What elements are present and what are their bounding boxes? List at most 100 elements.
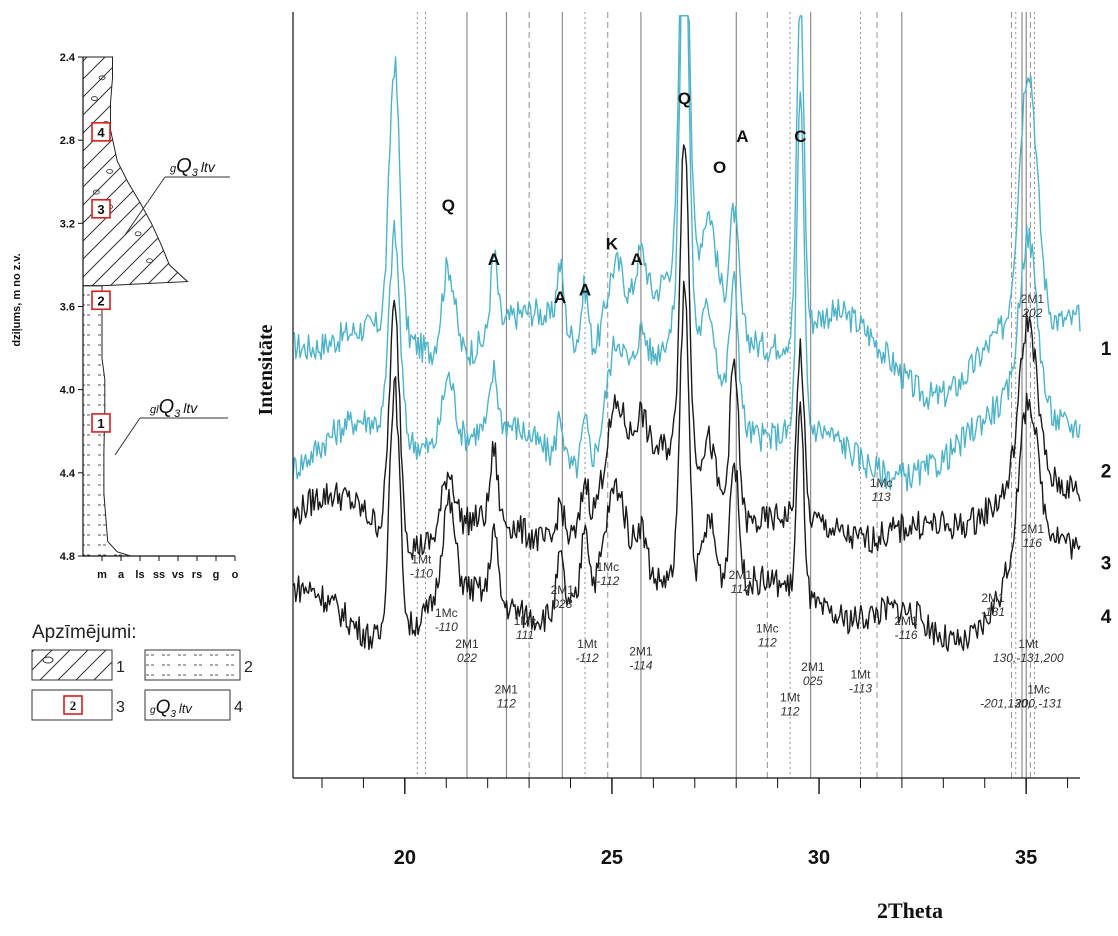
series-line-2: [292, 15, 1081, 492]
phase-hkl: 022: [457, 651, 477, 665]
phase-hkl: 023: [552, 597, 572, 611]
phase-label: 1Mt-110: [410, 553, 433, 581]
phase-name: 2M1: [495, 683, 519, 697]
x-tick-label: 30: [808, 847, 830, 869]
phase-hkl: 200,-131: [1014, 697, 1062, 711]
unit-fill-till: [82, 56, 189, 287]
peak-letter: Q: [442, 196, 455, 215]
phase-name: 1Mc: [596, 560, 619, 574]
depth-tick-label: 2.4: [60, 52, 76, 64]
phase-hkl: -112: [576, 651, 599, 665]
phase-label: 2M1-131: [981, 591, 1005, 619]
phase-hkl: 116: [1023, 536, 1042, 550]
phase-name: 1Mc: [756, 621, 779, 635]
x-tick-label: 35: [1015, 847, 1037, 869]
x-tick-label: 20: [394, 847, 416, 869]
sample-marker-label: 3: [97, 202, 104, 217]
svg-text:2: 2: [244, 659, 253, 676]
lithology-column: 2.42.83.23.64.04.44.8 m a ls ss vs rs g o 4321 …: [11, 52, 239, 581]
sample-marker-label: 1: [97, 416, 104, 431]
peak-letter: K: [606, 234, 619, 253]
legend-item-unit: gQ3 ltv 4: [144, 689, 243, 721]
phase-name: 1Mt: [411, 553, 432, 567]
phase-hkl: -201,130,: [980, 697, 1031, 711]
phase-hkl: -112: [596, 574, 619, 588]
peak-letter: A: [488, 250, 500, 269]
phase-hkl: 112: [758, 635, 777, 649]
series-end-label: 1: [1101, 339, 1112, 360]
phase-label: 1Mc-112: [596, 560, 619, 588]
sample-marker: [91, 290, 111, 311]
phase-hkl: 202: [1021, 306, 1042, 320]
phase-hkl: 114: [731, 582, 750, 596]
phase-label: 2M1-116: [894, 614, 918, 642]
grain-tick-label: vs: [172, 569, 184, 581]
peak-letter: A: [736, 127, 748, 146]
sample-marker: [91, 413, 111, 433]
pebble-mark: [134, 231, 142, 237]
pebble-mark: [146, 258, 153, 264]
phase-hkl: 025: [803, 674, 823, 688]
peak-letter: A: [631, 250, 643, 269]
grain-tick-label: a: [118, 569, 125, 581]
svg-text:1: 1: [116, 659, 125, 676]
phase-label: -201,130,: [980, 697, 1031, 711]
peak-letter: O: [713, 158, 726, 177]
phase-name: 2M1: [629, 644, 653, 658]
series-line-3: [292, 144, 1081, 561]
phase-hkl: -110: [435, 620, 458, 634]
phase-name: 1Mc: [514, 614, 537, 628]
y-axis-label: Intensitāte: [255, 324, 277, 415]
svg-text:4: 4: [234, 699, 243, 716]
pebble-mark: [91, 96, 98, 101]
phase-label: 2M1-114: [629, 644, 653, 672]
x-axis-label: 2Theta: [877, 898, 943, 923]
phase-name: 2M1: [455, 637, 479, 651]
phase-name: 2M1: [981, 591, 1005, 605]
depth-tick-label: 2.8: [60, 135, 75, 147]
legend-item-till: 1: [31, 649, 125, 681]
sample-marker-label: 2: [97, 293, 104, 308]
phase-hkl: -113: [849, 681, 872, 695]
depth-tick-label: 4.0: [60, 385, 75, 397]
pebble-mark: [92, 189, 100, 195]
phase-name: 2M1: [1021, 292, 1045, 306]
phase-label: 1Mc-110: [435, 606, 458, 634]
phase-name: 2M1: [1021, 522, 1045, 536]
series-line-4: [292, 280, 1081, 652]
grain-tick-label: m: [97, 569, 107, 581]
svg-text:3: 3: [116, 699, 125, 716]
sample-marker: [91, 122, 111, 142]
svg-text:2: 2: [70, 698, 77, 713]
phase-label: 1Mt-113: [849, 667, 872, 695]
grain-tick-label: o: [232, 569, 239, 581]
depth-tick-label: 3.2: [60, 218, 75, 230]
phase-name: 1Mc: [1027, 683, 1050, 697]
phase-hkl: 130,-131,200: [993, 651, 1064, 665]
depth-tick-label: 4.4: [60, 468, 76, 480]
depth-tick-label: 3.6: [60, 302, 75, 314]
phase-hkl: 111: [516, 628, 534, 642]
pebble-mark: [106, 168, 113, 174]
phase-hkl: -110: [410, 567, 433, 581]
series-line-1: [292, 15, 1081, 410]
peak-letter: A: [579, 280, 591, 299]
depth-tick-label: 4.8: [60, 551, 75, 563]
grain-tick-label: rs: [192, 569, 202, 581]
legend: Apzīmējumi: 1 2 2 3: [31, 622, 253, 721]
series-end-label: 4: [1101, 607, 1112, 628]
phase-name: 1Mt: [1018, 637, 1039, 651]
